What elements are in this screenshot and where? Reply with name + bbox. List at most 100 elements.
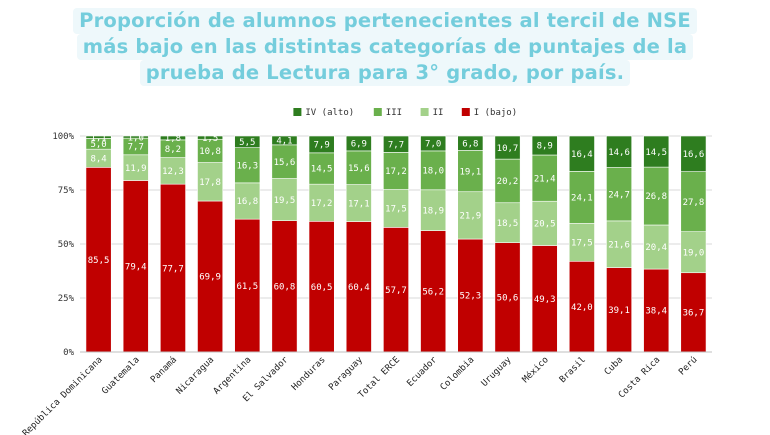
data-label: 52,3: [460, 292, 482, 302]
bar-segment: [420, 230, 447, 353]
data-label: 24,1: [571, 194, 593, 204]
bar-segment: [345, 135, 372, 152]
bar-segment: [457, 135, 484, 151]
data-label: 14,5: [645, 148, 667, 158]
data-label: 16,8: [236, 197, 258, 207]
data-label: 14,6: [608, 148, 630, 158]
data-label: 14,5: [311, 165, 333, 175]
data-label: 49,3: [534, 295, 556, 305]
bar-segment: [457, 238, 484, 353]
bar-segment: [494, 202, 521, 244]
data-label: 16,6: [683, 150, 705, 160]
title-line-1: Proporción de alumnos pertenecientes al …: [73, 8, 697, 34]
legend-swatch: [293, 108, 302, 116]
legend-label: II: [433, 108, 444, 118]
legend-label: IV (alto): [305, 108, 354, 118]
data-label: 36,7: [683, 309, 705, 319]
data-label: 1,1: [90, 133, 106, 143]
bar-segment: [197, 135, 224, 140]
data-label: 7,9: [314, 141, 330, 151]
data-label: 15,6: [348, 164, 370, 174]
bar-segment: [420, 135, 447, 152]
data-label: 21,4: [534, 174, 556, 184]
data-label: 5,5: [239, 138, 255, 148]
data-label: 60,4: [348, 283, 370, 293]
x-tick-label: Guatemala: [100, 355, 142, 397]
data-label: 16,3: [236, 161, 258, 171]
bar-segment: [122, 180, 149, 353]
bar-segment: [420, 150, 447, 191]
bar-segment: [568, 135, 595, 172]
data-label: 39,1: [608, 306, 630, 316]
data-label: 57,7: [385, 286, 407, 296]
data-label: 19,0: [683, 248, 705, 258]
x-tick-label: Colombia: [439, 355, 477, 393]
bar-segment: [197, 200, 224, 353]
data-label: 17,2: [311, 199, 333, 209]
data-label: 27,8: [683, 198, 705, 208]
bar-segment: [234, 147, 261, 184]
x-tick-label: Honduras: [290, 355, 328, 393]
data-label: 10,7: [497, 144, 519, 154]
data-label: 17,2: [385, 167, 407, 177]
bar-segment: [643, 224, 670, 270]
x-tick-label: Cuba: [603, 355, 625, 377]
bar-segment: [122, 154, 149, 181]
bar-segment: [606, 135, 632, 168]
bar-segment: [234, 182, 261, 220]
data-label: 7,7: [128, 143, 144, 153]
x-tick-label: Nicaragua: [175, 355, 217, 397]
legend-swatch: [461, 108, 470, 116]
title-line-3: prueba de Lectura para 3° grado, por paí…: [139, 60, 631, 86]
data-label: 18,5: [497, 219, 519, 229]
data-label: 8,9: [537, 142, 553, 152]
data-label: 26,8: [645, 192, 667, 202]
data-label: 50,6: [497, 294, 519, 304]
data-label: 38,4: [645, 307, 667, 317]
data-label: 60,5: [311, 283, 333, 293]
data-label: 21,9: [460, 212, 482, 222]
bar-segment: [122, 135, 149, 139]
x-tick-label: Ecuador: [405, 355, 439, 389]
x-tick-label: Panamá: [149, 355, 179, 385]
x-tick-label: Paraguay: [327, 355, 365, 393]
data-label: 19,5: [274, 196, 296, 206]
data-label: 17,8: [199, 178, 221, 188]
data-label: 20,5: [534, 220, 556, 230]
bar-segment: [383, 152, 409, 190]
data-label: 6,9: [351, 140, 367, 150]
data-label: 1,0: [128, 133, 144, 143]
bar-segment: [234, 218, 261, 353]
data-label: 1,5: [202, 134, 218, 144]
bar-segment: [531, 200, 558, 246]
chart-title: Proporción de alumnos pertenecientes al …: [0, 8, 770, 86]
x-tick-label: República Dominicana: [21, 355, 105, 435]
bar-segment: [494, 158, 521, 204]
bar-segment: [643, 268, 670, 353]
title-line-2: más bajo en las distintas categorías de …: [76, 34, 694, 60]
data-label: 42,0: [571, 303, 593, 313]
bar-segment: [383, 189, 409, 228]
data-label: 16,4: [571, 150, 593, 160]
data-label: 61,5: [236, 282, 258, 292]
bar-segment: [494, 135, 521, 160]
bar-segment: [160, 183, 186, 353]
bar-segment: [308, 152, 335, 185]
bar-segment: [160, 135, 186, 141]
bar-segment: [271, 178, 298, 221]
data-label: 1,8: [165, 134, 181, 144]
bar-segment: [308, 135, 335, 154]
data-label: 85,5: [88, 256, 110, 266]
data-label: 77,7: [162, 264, 184, 274]
data-label: 17,5: [571, 239, 593, 249]
bar-segment: [160, 157, 186, 185]
bar-segment: [680, 231, 707, 274]
data-label: 18,0: [422, 167, 444, 177]
data-label: 7,7: [388, 140, 404, 150]
y-tick-label: 75%: [58, 186, 75, 196]
legend-swatch: [420, 108, 429, 116]
data-label: 69,9: [199, 273, 221, 283]
data-label: 8,2: [165, 145, 181, 155]
data-label: 20,4: [645, 243, 667, 253]
